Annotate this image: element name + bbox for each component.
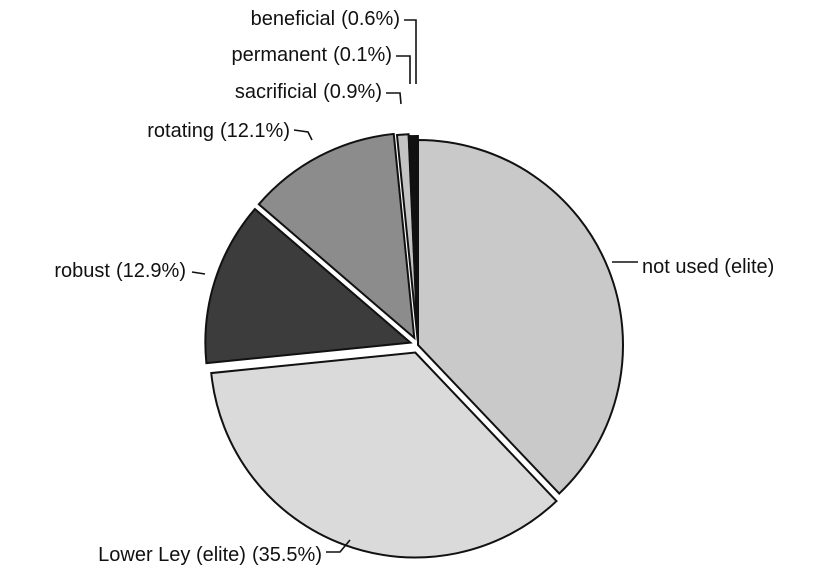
leader-line: [404, 19, 417, 84]
category-label: permanent: [231, 44, 327, 66]
leader-line: [396, 55, 411, 84]
pie-slice: [395, 133, 419, 340]
value-label: (0.6%): [341, 8, 400, 30]
pie-slice: [210, 351, 558, 559]
leader-line: [386, 92, 402, 105]
pie-slice: [409, 135, 419, 342]
slice-label: permanent (0.1%): [231, 44, 392, 66]
slice-label: Lower Ley (elite) (35.5%): [98, 544, 322, 566]
pie-slice: [257, 132, 416, 341]
category-label: beneficial: [251, 8, 336, 30]
value-label: (0.1%): [333, 44, 392, 66]
leader-line: [326, 539, 351, 553]
slice-label: sacrificial (0.9%): [235, 81, 382, 103]
pie-slice: [417, 138, 624, 495]
slice-label: beneficial (0.6%): [251, 8, 400, 30]
slice-label: not used (elite): [642, 256, 774, 278]
category-label: robust: [54, 260, 110, 282]
category-label: sacrificial: [235, 81, 317, 103]
value-label: (0.9%): [323, 81, 382, 103]
value-label: (35.5%): [252, 544, 322, 566]
leader-line: [191, 271, 206, 275]
category-label: rotating: [147, 120, 214, 142]
category-label: not used (elite): [642, 256, 774, 278]
pie-slice: [204, 207, 413, 365]
leader-line: [293, 129, 313, 141]
value-label: (12.9%): [116, 260, 186, 282]
slice-label: robust (12.9%): [54, 260, 186, 282]
slice-label: rotating (12.1%): [147, 120, 290, 142]
category-label: Lower Ley (elite): [98, 544, 246, 566]
value-label: (12.1%): [220, 120, 290, 142]
